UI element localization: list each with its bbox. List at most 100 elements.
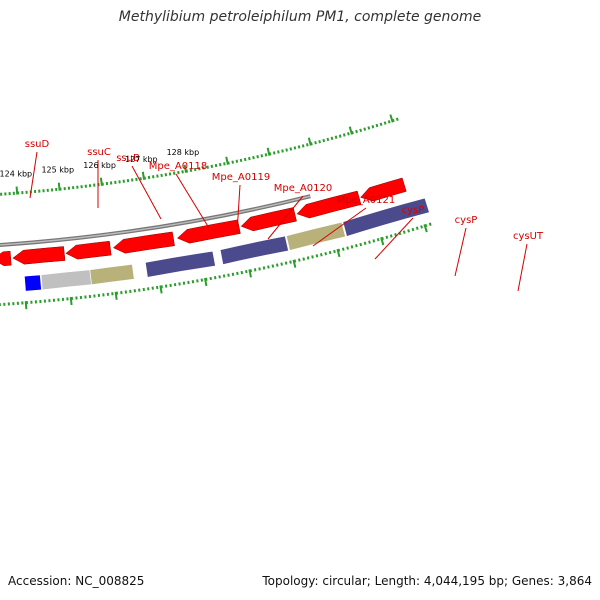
backbone <box>0 194 311 247</box>
minor-tick <box>359 242 363 247</box>
minor-tick <box>368 240 371 244</box>
minor-tick <box>206 165 209 169</box>
feature-mpe-a0119 <box>24 274 42 292</box>
gene-label: ssuC <box>87 147 111 158</box>
minor-tick <box>258 267 261 271</box>
major-tick <box>336 248 341 258</box>
minor-tick <box>297 145 301 149</box>
minor-tick <box>231 160 234 164</box>
minor-tick <box>256 155 259 159</box>
minor-tick <box>209 276 213 281</box>
minor-tick <box>322 138 326 143</box>
minor-tick <box>227 273 230 277</box>
kbp-label: 126 kbp <box>83 161 116 170</box>
minor-tick <box>395 117 399 122</box>
minor-tick <box>411 227 415 232</box>
minor-tick <box>319 253 323 257</box>
minor-tick <box>326 137 330 142</box>
feature-cysP-2 <box>219 235 289 265</box>
gene-label: Mpe_A0119 <box>212 172 270 183</box>
minor-tick <box>381 236 384 241</box>
gene-label: Mpe_A0120 <box>274 183 332 194</box>
feature-cysP-1 <box>144 250 216 278</box>
minor-tick <box>346 246 349 250</box>
minor-tick <box>367 126 371 130</box>
minor-tick <box>328 250 332 255</box>
major-tick <box>225 156 229 165</box>
minor-tick <box>210 164 214 169</box>
minor-tick <box>363 241 367 246</box>
minor-tick <box>218 275 221 279</box>
minor-tick <box>289 260 292 264</box>
minor-tick <box>281 149 284 153</box>
kbp-label: 128 kbp <box>167 148 200 157</box>
major-tick <box>292 259 297 268</box>
major-tick <box>204 277 208 287</box>
minor-tick <box>347 132 350 136</box>
major-tick <box>15 186 19 195</box>
minor-tick <box>301 144 305 148</box>
minor-tick <box>289 147 293 151</box>
minor-tick <box>306 256 310 260</box>
minor-tick <box>302 257 306 261</box>
cds-next <box>360 177 407 202</box>
major-tick <box>307 137 312 146</box>
major-tick <box>99 177 103 186</box>
minor-tick <box>298 258 301 262</box>
cds-cysUT-2 <box>296 190 362 219</box>
gene-label: cysUT <box>513 231 544 242</box>
minor-tick <box>249 269 253 273</box>
minor-tick <box>191 280 195 284</box>
minor-tick <box>198 167 201 171</box>
minor-tick <box>371 125 375 129</box>
minor-tick <box>272 151 276 155</box>
minor-tick <box>200 278 204 282</box>
feature-mpe-a0121 <box>89 264 135 286</box>
major-tick <box>389 114 394 123</box>
minor-tick <box>324 251 328 256</box>
minor-tick <box>355 129 358 134</box>
minor-tick <box>213 276 217 280</box>
genome-summary: Topology: circular; Length: 4,044,195 bp… <box>262 574 592 588</box>
feature-track <box>24 197 430 292</box>
minor-tick <box>394 233 397 237</box>
minor-tick <box>383 121 387 125</box>
minor-tick <box>424 223 428 228</box>
cds-track <box>0 177 407 266</box>
minor-tick <box>193 167 197 172</box>
gene-label-leader <box>374 217 414 260</box>
cds-mpe-a0121 <box>65 240 112 260</box>
major-tick <box>57 182 61 191</box>
minor-tick <box>189 168 193 172</box>
minor-tick <box>264 153 268 157</box>
kbp-label: 124 kbp <box>0 170 32 179</box>
major-tick <box>159 285 163 294</box>
minor-tick <box>239 158 243 163</box>
minor-tick <box>177 170 180 175</box>
kbp-label: 125 kbp <box>41 166 74 175</box>
minor-tick <box>334 135 338 139</box>
minor-tick <box>280 262 283 266</box>
minor-tick <box>218 163 222 167</box>
minor-tick <box>305 143 309 147</box>
feature-mpe-a0120 <box>40 269 92 291</box>
tick-marks <box>0 114 432 310</box>
minor-tick <box>260 154 264 158</box>
minor-tick <box>311 255 314 259</box>
major-tick <box>423 224 428 233</box>
feature-cysUT <box>286 221 346 251</box>
minor-tick <box>172 171 176 175</box>
feature-next <box>342 197 430 237</box>
minor-tick <box>202 166 205 170</box>
minor-tick <box>350 245 354 249</box>
minor-tick <box>379 122 383 127</box>
major-tick <box>69 296 73 306</box>
minor-tick <box>402 230 406 234</box>
minor-tick <box>245 269 248 274</box>
minor-tick <box>293 146 297 150</box>
minor-tick <box>372 239 376 243</box>
major-tick <box>183 164 188 173</box>
major-tick <box>266 147 271 156</box>
